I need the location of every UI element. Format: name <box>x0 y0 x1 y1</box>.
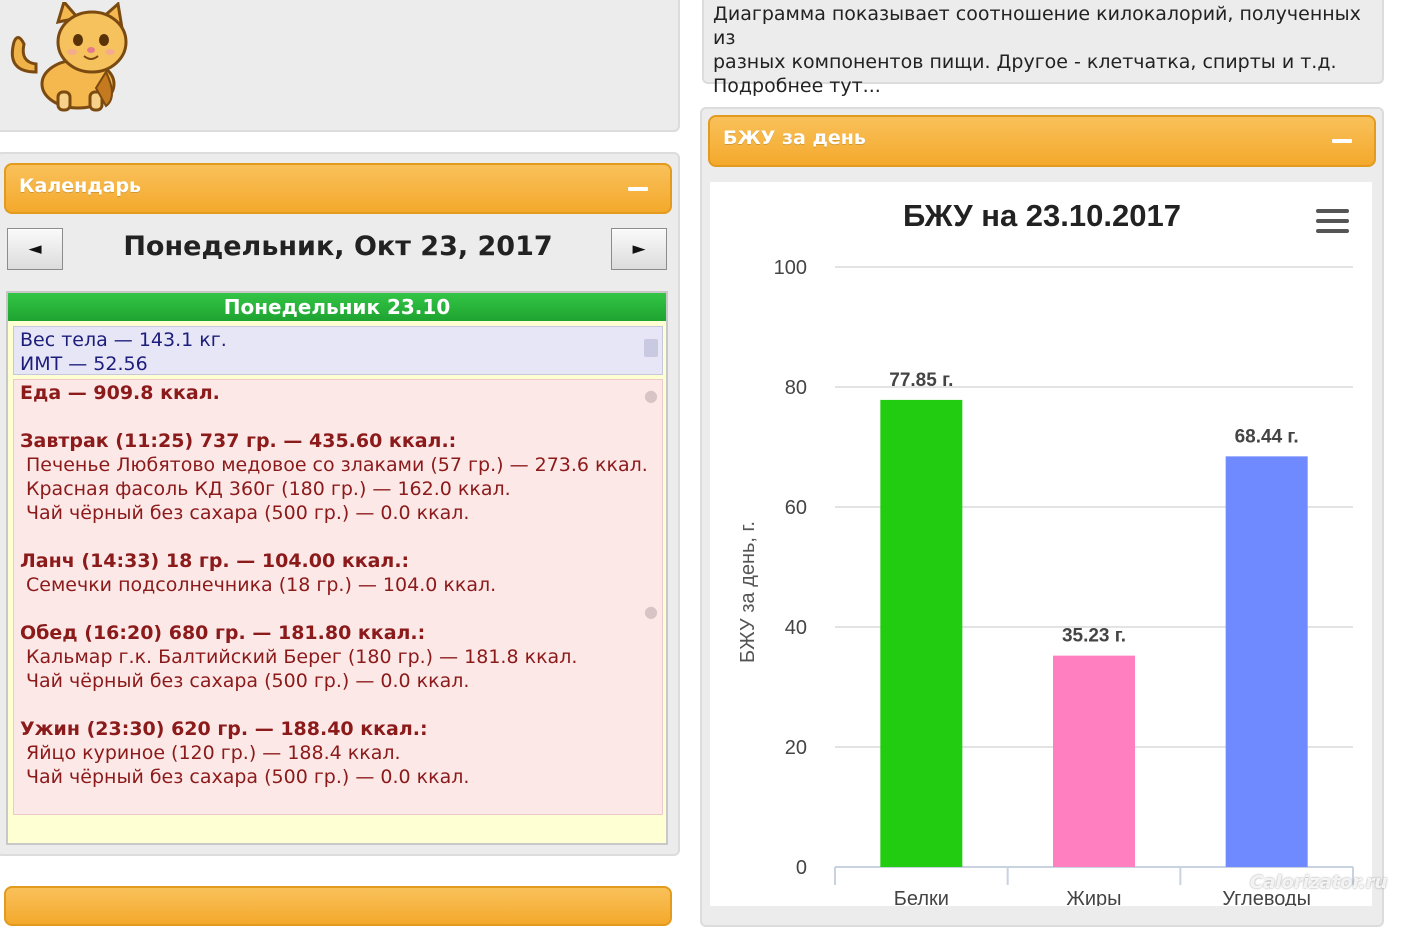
data-label: 68.44 г. <box>1235 426 1299 447</box>
y-tick-label: 0 <box>796 857 807 879</box>
arrow-left-icon: ◄ <box>28 239 42 259</box>
bju-header[interactable]: БЖУ за день <box>708 115 1376 167</box>
y-tick-label: 40 <box>785 617 807 639</box>
y-tick-label: 60 <box>785 497 807 519</box>
meal-title: Ужин (23:30) 620 гр. — 188.40 ккал.: <box>20 718 428 740</box>
next-panel-header[interactable] <box>4 886 672 926</box>
cat-mascot-icon <box>10 2 128 112</box>
meal-title: Ланч (14:33) 18 гр. — 104.00 ккал.: <box>20 550 410 572</box>
meal-item: Красная фасоль КД 360г (180 гр.) — 162.0… <box>26 478 511 500</box>
bmi-line: ИМТ — 52.56 <box>20 353 148 375</box>
calendar-header-title: Календарь <box>19 175 142 197</box>
spacer <box>20 693 656 717</box>
x-tick-label: Белки <box>894 888 949 906</box>
spacer <box>20 525 656 549</box>
y-tick-label: 100 <box>774 257 807 279</box>
description-line: разных компонентов пищи. Другое - клетча… <box>713 51 1337 73</box>
meal-item: Семечки подсолнечника (18 гр.) — 104.0 к… <box>26 574 497 596</box>
y-tick-label: 80 <box>785 377 807 399</box>
arrow-right-icon: ► <box>632 239 646 259</box>
chart-menu-icon[interactable] <box>1316 209 1349 233</box>
meal-item: Чай чёрный без сахара (500 гр.) — 0.0 кк… <box>26 766 470 788</box>
weight-block[interactable]: Вес тела — 143.1 кг. ИМТ — 52.56 <box>13 326 663 375</box>
collapse-icon[interactable] <box>628 187 648 191</box>
bar-Углеводы <box>1225 456 1308 867</box>
apple-icon: ● <box>644 386 658 405</box>
spacer <box>20 597 656 621</box>
prev-day-button[interactable]: ◄ <box>7 228 63 270</box>
spacer <box>20 405 656 429</box>
x-tick-label: Жиры <box>1066 888 1121 906</box>
diagram-description: Диаграмма показывает соотношение килокал… <box>702 0 1384 97</box>
meal-item: Чай чёрный без сахара (500 гр.) — 0.0 кк… <box>26 502 470 524</box>
bju-chart: БЖУ на 23.10.2017 БЖУ за день, г. 0 20 40 6… <box>710 182 1372 910</box>
apple-icon: ● <box>644 602 658 621</box>
meal-item: Яйцо куриное (120 гр.) — 188.4 ккал. <box>26 742 401 764</box>
calendar-header[interactable]: Календарь <box>4 163 672 214</box>
description-line: Диаграмма показывает соотношение килокал… <box>713 3 1361 49</box>
food-block[interactable]: ● ● Еда — 909.8 ккал. Завтрак (11:25) 737… <box>13 379 663 815</box>
bju-chart-svg: БЖУ на 23.10.2017 БЖУ за день, г. 0 20 40 6… <box>737 198 1354 910</box>
mascot-panel <box>0 0 680 132</box>
scale-icon <box>644 339 658 357</box>
meal-item: Чай чёрный без сахара (500 гр.) — 0.0 кк… <box>26 670 470 692</box>
day-entry: Понедельник 23.10 Вес тела — 143.1 кг. И… <box>6 291 668 845</box>
y-tick-label: 20 <box>785 737 807 759</box>
x-tick-label: Углеводы <box>1222 888 1311 906</box>
next-day-button[interactable]: ► <box>611 228 667 270</box>
collapse-icon[interactable] <box>1332 139 1352 143</box>
bar-Белки <box>880 399 963 867</box>
weight-line: Вес тела — 143.1 кг. <box>20 329 227 351</box>
food-total: Еда — 909.8 ккал. <box>20 382 220 404</box>
watermark: Calorizator.ru <box>1250 872 1388 893</box>
calendar-date-title: Понедельник, Окт 23, 2017 <box>123 231 553 262</box>
data-label: 35.23 г. <box>1062 626 1126 647</box>
description-line[interactable]: Подробнее тут... <box>713 75 881 97</box>
meal-item: Печенье Любятово медовое со злаками (57 … <box>26 454 648 476</box>
data-label: 77.85 г. <box>889 370 953 391</box>
day-header: Понедельник 23.10 <box>8 293 666 321</box>
chart-title: БЖУ на 23.10.2017 <box>903 198 1181 233</box>
meal-title: Завтрак (11:25) 737 гр. — 435.60 ккал.: <box>20 430 457 452</box>
bar-Жиры <box>1053 655 1135 867</box>
meal-item: Кальмар г.к. Балтийский Берег (180 гр.) … <box>26 646 578 668</box>
meal-title: Обед (16:20) 680 гр. — 181.80 ккал.: <box>20 622 426 644</box>
bju-header-title: БЖУ за день <box>723 127 866 149</box>
y-axis-label: БЖУ за день, г. <box>737 521 759 663</box>
